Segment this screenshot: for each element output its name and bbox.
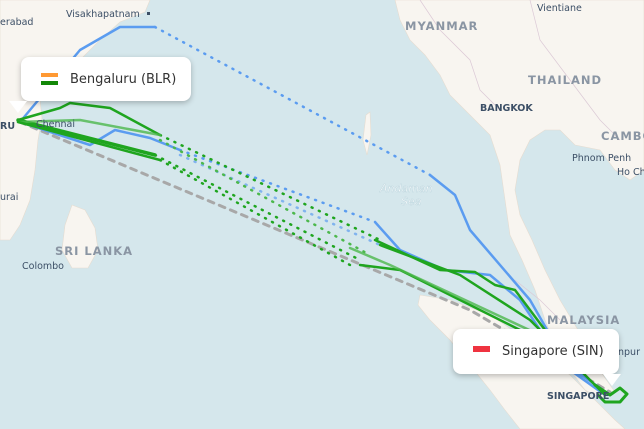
andaman-islands xyxy=(362,111,372,156)
label-chennai: Chennai xyxy=(36,119,75,130)
route-green-3-gap xyxy=(158,138,372,257)
sri-lanka-land xyxy=(61,204,99,269)
route-green-1 xyxy=(16,101,162,137)
origin-label: Bengaluru (BLR) xyxy=(70,71,177,87)
origin-callout[interactable]: Bengaluru (BLR) xyxy=(9,57,191,113)
label-bangkok: BANGKOK xyxy=(480,103,533,114)
label-andaman-sea-1: Andaman xyxy=(379,182,433,195)
route-green-4-gap xyxy=(158,158,352,267)
label-colombo: Colombo xyxy=(22,261,64,272)
destination-callout-pointer xyxy=(603,374,621,386)
route-green-1-gap xyxy=(158,133,382,242)
route-green-4 xyxy=(16,120,162,162)
label-bengaluru: RU xyxy=(0,121,15,132)
route-blue-2-gap xyxy=(178,153,382,247)
label-thailand: THAILAND xyxy=(528,73,602,87)
route-blue-north-2 xyxy=(428,173,607,397)
route-green-2 xyxy=(16,118,157,157)
label-myanmar: MYANMAR xyxy=(405,19,478,33)
route-green-3 xyxy=(16,118,162,137)
label-malaysia: MALAYSIA xyxy=(547,313,620,327)
india-flag-icon xyxy=(41,73,58,85)
label-phnom-penh: Phnom Penh xyxy=(572,153,631,164)
route-green-arrival-4 xyxy=(348,246,542,337)
route-blue-1-gap xyxy=(178,148,377,224)
label-ho-chi-minh: Ho Ch xyxy=(617,167,644,178)
borders xyxy=(419,0,621,321)
origin-callout-pointer xyxy=(9,101,27,113)
label-sri-lanka: SRI LANKA xyxy=(55,244,133,258)
destination-callout[interactable]: Singapore (SIN) xyxy=(453,329,621,386)
singapore-flag-icon xyxy=(473,345,490,358)
great-circle-route xyxy=(18,120,612,394)
label-kuala-lumpur: npur xyxy=(618,347,640,358)
singapore-holding-loop xyxy=(593,383,629,404)
label-andaman-sea-2: Sea xyxy=(401,195,422,208)
label-singapore: SINGAPORE xyxy=(547,391,609,402)
label-hyderabad: erabad xyxy=(0,17,33,28)
destination-label: Singapore (SIN) xyxy=(502,344,604,359)
label-cambodia: CAMBO xyxy=(601,129,644,143)
label-visakhapatnam: Visakhapatnam xyxy=(66,9,140,20)
map-labels: Visakhapatnam erabad MYANMAR Vientiane T… xyxy=(0,3,644,402)
label-madurai: urai xyxy=(0,192,18,203)
label-vientiane: Vientiane xyxy=(537,3,582,14)
route-green-2-gap xyxy=(153,153,362,262)
route-blue-1 xyxy=(18,120,182,152)
